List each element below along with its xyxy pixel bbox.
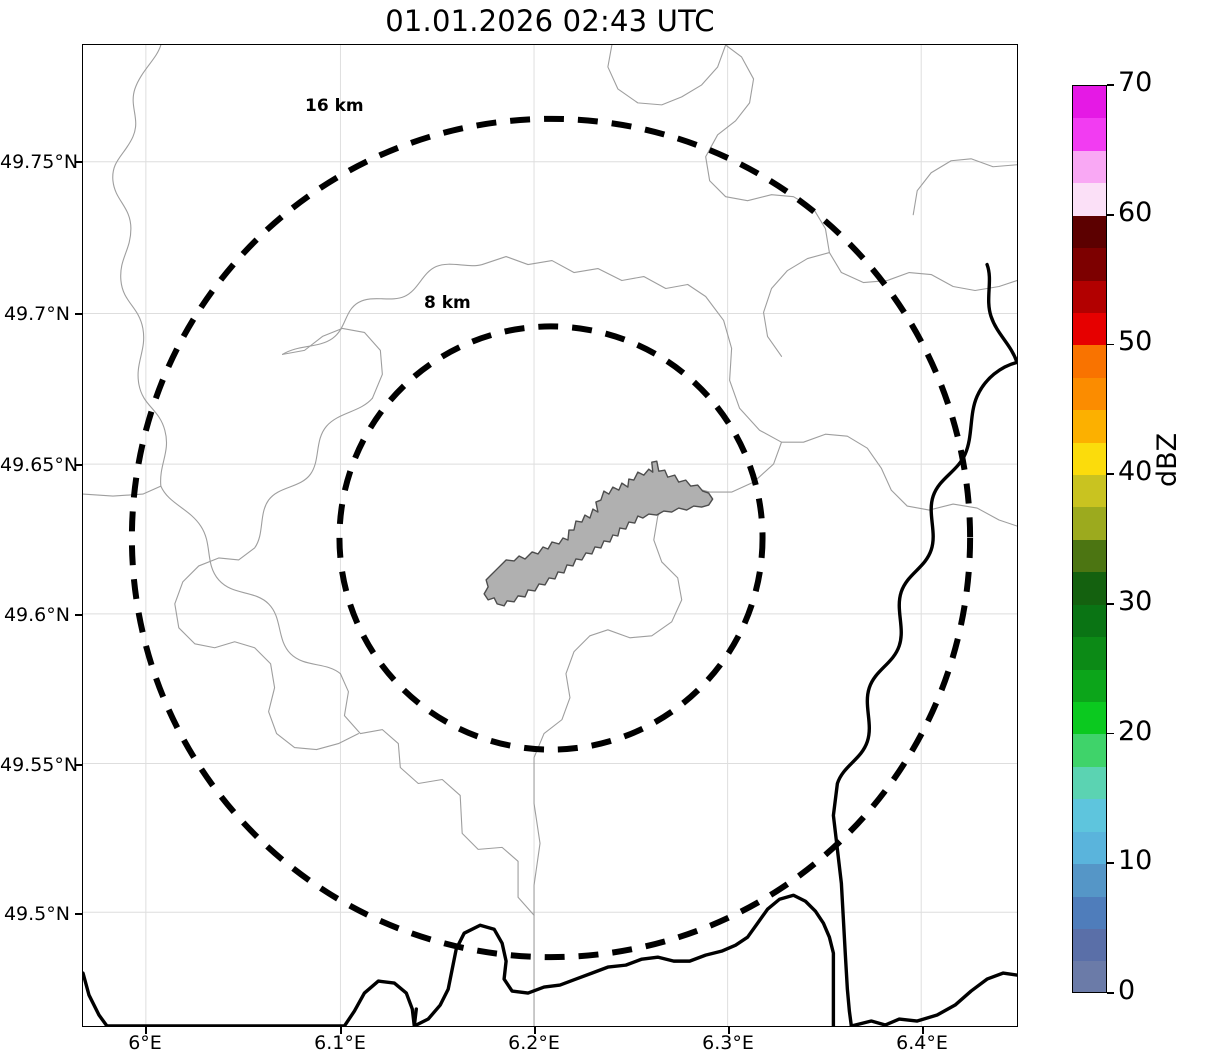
colorbar-band-20-22.5 xyxy=(1073,702,1106,735)
colorbar-tick-mark-60 xyxy=(1107,213,1114,216)
xtick-mark-1 xyxy=(340,1027,342,1034)
colorbar-band-60-62.5 xyxy=(1073,183,1106,216)
xtick-mark-4 xyxy=(922,1027,924,1034)
xtick-label-4: 6.4°E xyxy=(896,1032,948,1054)
colorbar-band-17.5-20 xyxy=(1073,734,1106,767)
ytick-label-2: 49.65°N xyxy=(0,454,79,476)
colorbar-tick-mark-70 xyxy=(1107,84,1114,86)
admin-boundaries xyxy=(83,45,1017,1026)
colorbar-tick-label-70: 70 xyxy=(1118,67,1153,98)
colorbar-band-25-27.5 xyxy=(1073,637,1106,670)
colorbar-band-7.5-10 xyxy=(1073,864,1106,897)
colorbar-tick-mark-10 xyxy=(1107,862,1114,865)
xtick-label-0: 6°E xyxy=(128,1032,162,1054)
colorbar-band-30-32.5 xyxy=(1073,572,1106,605)
map-vector-layer xyxy=(83,45,1017,1026)
colorbar-tick-label-10: 10 xyxy=(1118,845,1153,877)
colorbar-tick-label-0: 0 xyxy=(1118,975,1136,1006)
colorbar-band-0-2.5 xyxy=(1073,961,1106,992)
colorbar-band-35-37.5 xyxy=(1073,507,1106,540)
colorbar-band-42.5-45 xyxy=(1073,410,1106,443)
colorbar-tick-label-20: 20 xyxy=(1118,715,1153,747)
colorbar-band-55-57.5 xyxy=(1073,248,1106,281)
colorbar-band-40-42.5 xyxy=(1073,442,1106,476)
xtick-mark-3 xyxy=(728,1027,730,1034)
ytick-label-4: 49.55°N xyxy=(0,754,79,776)
ytick-mark-3 xyxy=(75,614,82,616)
colorbar-band-62.5-65 xyxy=(1073,150,1106,184)
xtick-label-1: 6.1°E xyxy=(314,1032,366,1054)
colorbar-band-2.5-5 xyxy=(1073,928,1106,962)
ytick-label-0: 49.75°N xyxy=(0,151,79,173)
colorbar-band-65-67.5 xyxy=(1073,118,1106,151)
colorbar-band-47.5-50 xyxy=(1073,345,1106,378)
xtick-label-3: 6.3°E xyxy=(702,1032,754,1054)
colorbar-band-57.5-60 xyxy=(1073,215,1106,249)
colorbar-band-27.5-30 xyxy=(1073,604,1106,638)
map-gridlines xyxy=(83,45,1017,1026)
colorbar-band-32.5-35 xyxy=(1073,539,1106,573)
ytick-label-5: 49.5°N xyxy=(3,903,70,925)
colorbar-tick-mark-40 xyxy=(1107,473,1114,475)
range-ring-label-8km: 8 km xyxy=(424,293,471,313)
range-rings xyxy=(128,115,974,961)
ytick-mark-2 xyxy=(75,464,82,466)
colorbar-tick-mark-0 xyxy=(1107,992,1114,994)
ytick-label-1: 49.7°N xyxy=(3,303,70,325)
national-borders xyxy=(83,262,1017,1026)
colorbar-tick-mark-20 xyxy=(1107,732,1114,735)
range-ring-16km xyxy=(128,115,974,961)
colorbar-band-50-52.5 xyxy=(1073,312,1106,346)
range-ring-label-16km: 16 km xyxy=(305,96,364,116)
map-plot-area[interactable] xyxy=(82,44,1018,1027)
colorbar-band-10-12.5 xyxy=(1073,831,1106,865)
ytick-mark-1 xyxy=(75,313,82,315)
dbz-colorbar[interactable] xyxy=(1072,85,1107,993)
colorbar-tick-label-40: 40 xyxy=(1118,456,1153,488)
colorbar-band-37.5-40 xyxy=(1073,475,1106,508)
luxembourg-city-polygon xyxy=(483,460,714,607)
colorbar-tick-label-60: 60 xyxy=(1118,196,1153,228)
colorbar-band-22.5-25 xyxy=(1073,669,1106,703)
colorbar-band-52.5-55 xyxy=(1073,280,1106,313)
ytick-mark-4 xyxy=(75,764,82,766)
colorbar-band-12.5-15 xyxy=(1073,799,1106,832)
colorbar-axis-label: dBZ xyxy=(1152,432,1183,487)
colorbar-tick-mark-30 xyxy=(1107,603,1114,605)
figure-title: 01.01.2026 02:43 UTC xyxy=(385,4,715,38)
ytick-label-3: 49.6°N xyxy=(3,604,70,626)
xtick-mark-0 xyxy=(145,1027,147,1034)
colorbar-band-15-17.5 xyxy=(1073,766,1106,800)
colorbar-tick-mark-50 xyxy=(1107,343,1114,346)
colorbar-band-5-7.5 xyxy=(1073,896,1106,929)
xtick-mark-2 xyxy=(534,1027,536,1034)
colorbar-tick-label-50: 50 xyxy=(1118,326,1153,358)
colorbar-band-67.5-70 xyxy=(1073,86,1106,119)
ytick-mark-0 xyxy=(75,161,82,163)
colorbar-band-45-47.5 xyxy=(1073,377,1106,411)
colorbar-tick-label-30: 30 xyxy=(1118,585,1153,617)
xtick-label-2: 6.2°E xyxy=(508,1032,560,1054)
ytick-mark-5 xyxy=(75,913,82,915)
range-ring-8km xyxy=(336,323,766,753)
